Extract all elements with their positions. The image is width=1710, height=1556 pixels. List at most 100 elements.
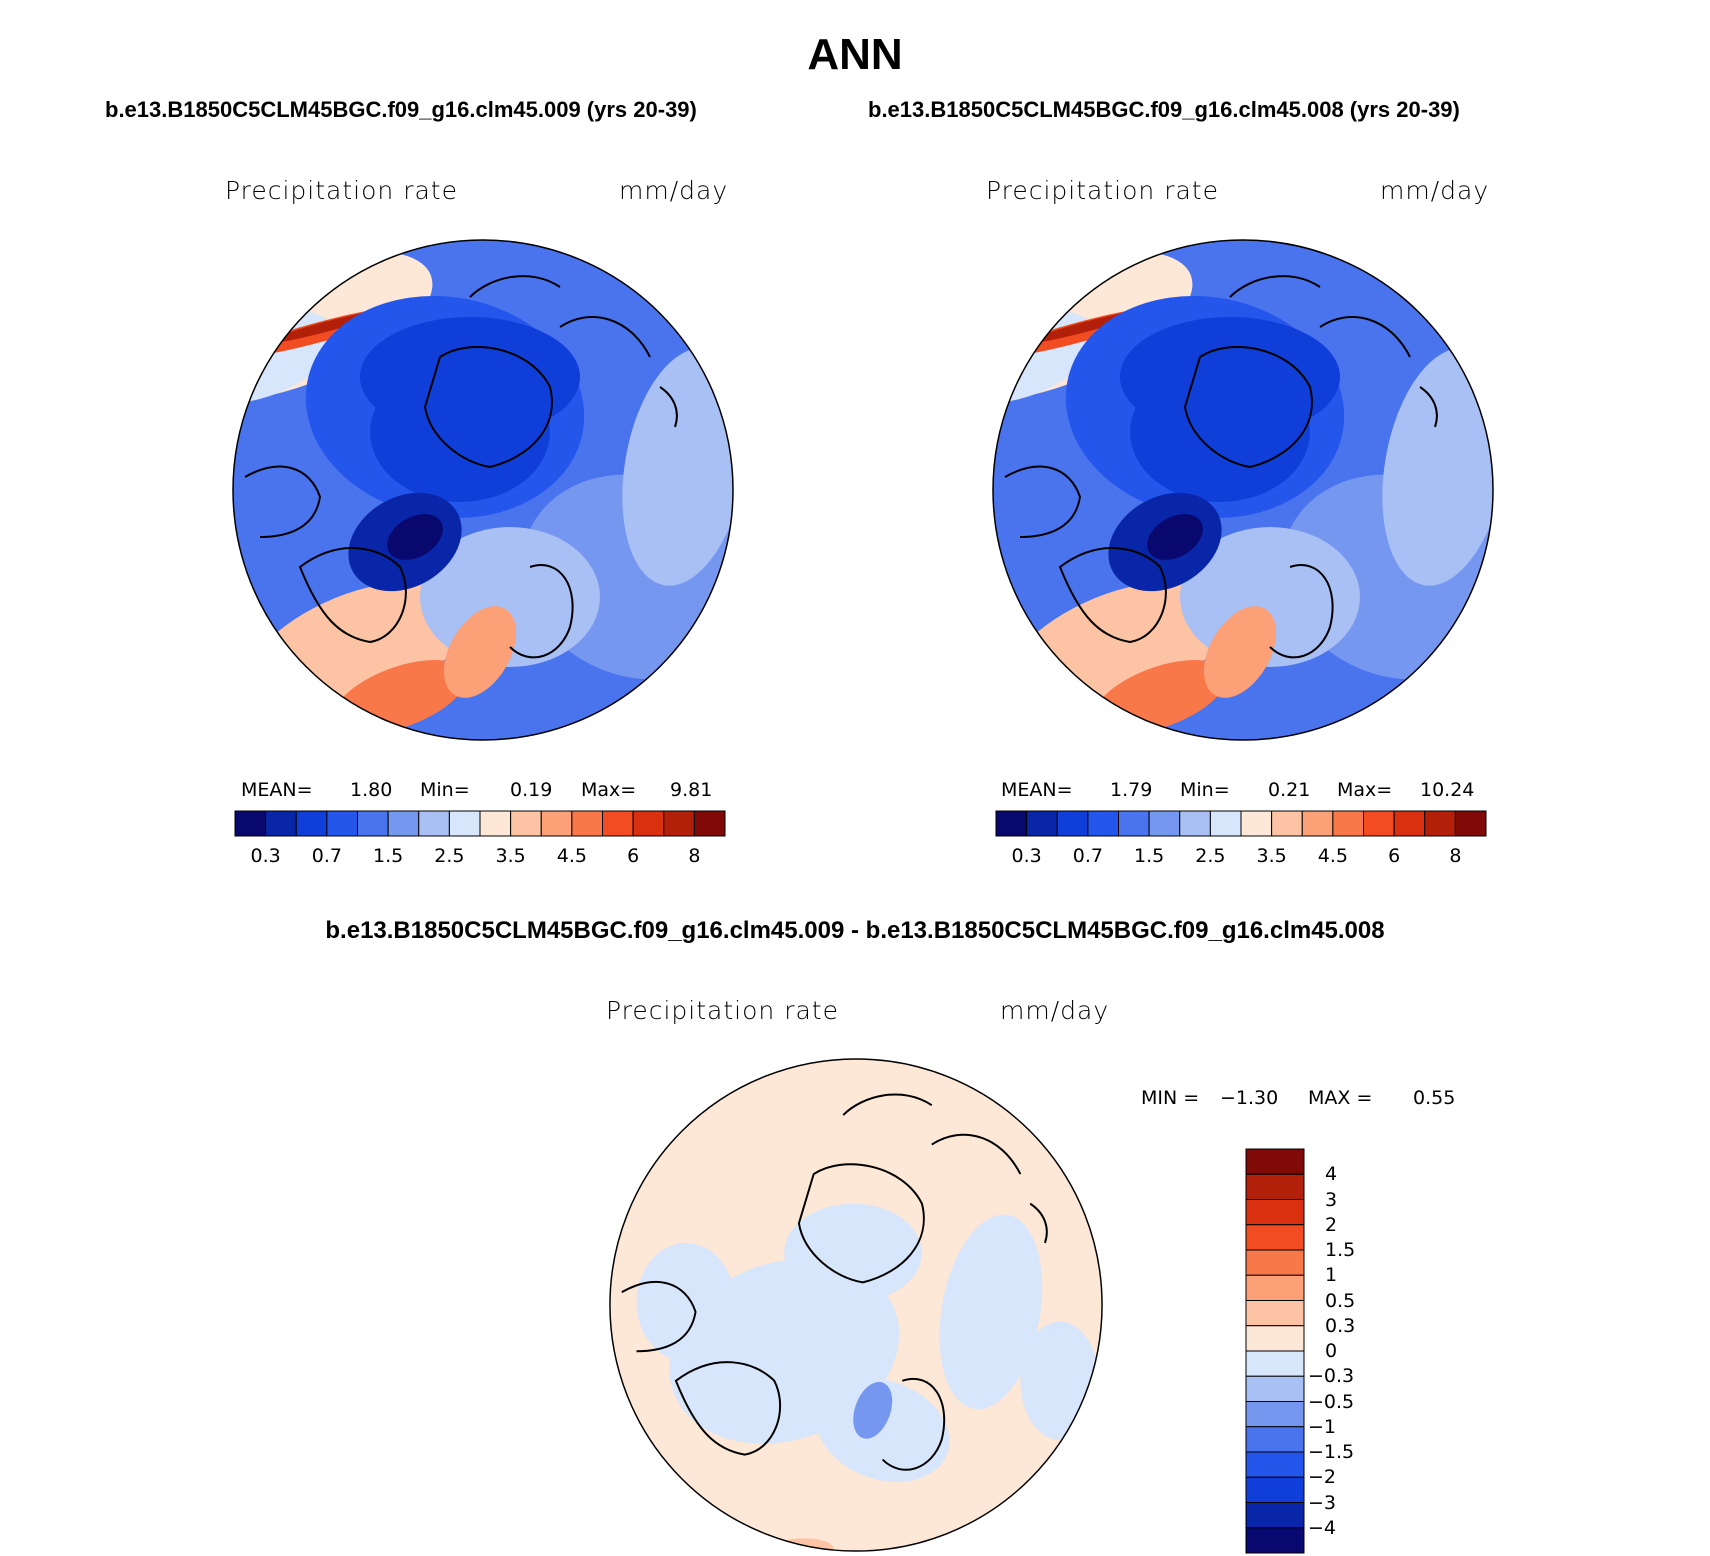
field-negative-europe bbox=[815, 1378, 950, 1482]
field-arctic-core-north bbox=[360, 317, 580, 437]
coastline bbox=[659, 386, 678, 428]
colorbar-box bbox=[1424, 810, 1456, 837]
colorbar-box bbox=[1245, 1274, 1305, 1301]
colorbar-box bbox=[1240, 810, 1273, 837]
field-negative-norway bbox=[853, 1381, 893, 1439]
colorbar-tick-label: 0.7 bbox=[311, 845, 342, 867]
coastline bbox=[1029, 1202, 1048, 1244]
colorbar-tick-label: 0.3 bbox=[250, 845, 281, 867]
panel1-colorbar bbox=[234, 810, 726, 837]
colorbar-box bbox=[1026, 810, 1058, 837]
colorbar-box bbox=[234, 810, 267, 837]
colorbar-box bbox=[693, 810, 726, 837]
colorbar-box bbox=[1179, 810, 1211, 837]
field-norway-coast bbox=[443, 606, 517, 698]
coastline bbox=[509, 564, 574, 659]
coastline bbox=[674, 1361, 782, 1456]
panel3-colorbar bbox=[1245, 1148, 1305, 1554]
panel1-mean-value: 1.80 bbox=[350, 779, 393, 801]
colorbar-tick-label: 8 bbox=[1449, 845, 1462, 867]
colorbar-box bbox=[479, 810, 512, 837]
panel3-units: mm/day bbox=[1000, 996, 1110, 1025]
panel3-polar-map bbox=[609, 1058, 1103, 1552]
colorbar-tick-label: 6 bbox=[1388, 845, 1401, 867]
colorbar-tick-label: −1.5 bbox=[1308, 1441, 1355, 1463]
panel3-min-value: −1.30 bbox=[1220, 1087, 1279, 1109]
coastline bbox=[423, 346, 553, 469]
coastline bbox=[1004, 465, 1082, 538]
colorbar-box bbox=[632, 810, 665, 837]
coastline bbox=[1269, 564, 1334, 659]
colorbar-box bbox=[1245, 1173, 1305, 1200]
colorbar-tick-label: 0.3 bbox=[1325, 1314, 1356, 1337]
panel1-max-label: Max= bbox=[581, 779, 637, 801]
colorbar-box bbox=[602, 810, 634, 837]
panel3-max-value: 0.55 bbox=[1413, 1087, 1456, 1109]
colorbar-box bbox=[1118, 810, 1150, 837]
colorbar-box bbox=[418, 810, 450, 837]
coastline bbox=[621, 1280, 697, 1353]
colorbar-tick-label: 8 bbox=[688, 845, 701, 867]
coastline bbox=[1058, 547, 1167, 644]
colorbar-box bbox=[295, 810, 328, 837]
colorbar-box bbox=[1245, 1148, 1305, 1175]
coastline bbox=[1419, 386, 1438, 428]
panel2-colorbar bbox=[995, 810, 1487, 837]
colorbar-tick-label: 1.5 bbox=[1325, 1239, 1356, 1261]
colorbar-box bbox=[540, 810, 573, 837]
colorbar-box bbox=[326, 810, 358, 837]
colorbar-tick-label: 0.5 bbox=[1325, 1289, 1356, 1312]
colorbar-box bbox=[1245, 1375, 1305, 1402]
panel2-mean-value: 1.79 bbox=[1110, 779, 1153, 801]
panel2-variable: Precipitation rate bbox=[986, 176, 1219, 205]
colorbar-tick-label: 2.5 bbox=[1195, 845, 1226, 867]
colorbar-tick-label: −2 bbox=[1308, 1466, 1337, 1489]
case-title-right: b.e13.B1850C5CLM45BGC.f09_g16.clm45.008 … bbox=[868, 97, 1460, 122]
coastline bbox=[298, 547, 407, 644]
panel3-variable: Precipitation rate bbox=[606, 996, 839, 1025]
case-title-left: b.e13.B1850C5CLM45BGC.f09_g16.clm45.009 … bbox=[105, 97, 697, 122]
colorbar-box bbox=[1245, 1350, 1305, 1377]
colorbar-tick-label: 6 bbox=[627, 845, 640, 867]
main-title: ANN bbox=[807, 30, 903, 79]
colorbar-box bbox=[1245, 1249, 1305, 1276]
colorbar-tick-label: 2 bbox=[1325, 1213, 1338, 1236]
panel3-min-label: MIN = bbox=[1141, 1087, 1200, 1109]
colorbar-box bbox=[1393, 810, 1426, 837]
colorbar-tick-label: 0.3 bbox=[1011, 845, 1042, 867]
panel3-max-label: MAX = bbox=[1308, 1087, 1373, 1109]
colorbar-box bbox=[1245, 1325, 1305, 1352]
colorbar-tick-label: −4 bbox=[1308, 1516, 1337, 1539]
panel1-max-value: 9.81 bbox=[670, 779, 713, 801]
colorbar-box bbox=[1454, 810, 1487, 837]
field-norway-coast bbox=[1203, 606, 1277, 698]
colorbar-box bbox=[1245, 1300, 1305, 1327]
colorbar-box bbox=[1245, 1224, 1305, 1251]
panel1-units: mm/day bbox=[619, 176, 729, 205]
coastline bbox=[1183, 346, 1313, 469]
map-border bbox=[609, 1058, 1103, 1552]
colorbar-tick-label: 2.5 bbox=[434, 845, 465, 867]
panel1-mean-label: MEAN= bbox=[241, 779, 313, 801]
coastline bbox=[881, 1378, 946, 1471]
panel1-variable: Precipitation rate bbox=[225, 176, 458, 205]
colorbar-tick-label: −0.3 bbox=[1308, 1365, 1355, 1388]
coastline bbox=[797, 1163, 925, 1284]
colorbar-tick-label: 4 bbox=[1325, 1163, 1338, 1186]
colorbar-box bbox=[1332, 810, 1364, 837]
colorbar-box bbox=[1245, 1426, 1305, 1453]
colorbar-box bbox=[357, 810, 389, 837]
colorbar-box bbox=[1087, 810, 1119, 837]
panel2-min-value: 0.21 bbox=[1268, 779, 1311, 801]
colorbar-tick-label: 4.5 bbox=[556, 845, 587, 867]
field-negative-canada bbox=[636, 1242, 735, 1362]
colorbar-tick-label: −0.5 bbox=[1308, 1390, 1355, 1413]
colorbar-box bbox=[510, 810, 542, 837]
colorbar-tick-label: −3 bbox=[1308, 1491, 1337, 1514]
field-greenland-min bbox=[1147, 514, 1203, 560]
colorbar-tick-label: 3.5 bbox=[495, 845, 526, 867]
coastline bbox=[469, 275, 561, 298]
colorbar-box bbox=[1056, 810, 1089, 837]
colorbar-tick-label: −1 bbox=[1308, 1415, 1337, 1438]
panel1-min-label: Min= bbox=[420, 779, 470, 801]
